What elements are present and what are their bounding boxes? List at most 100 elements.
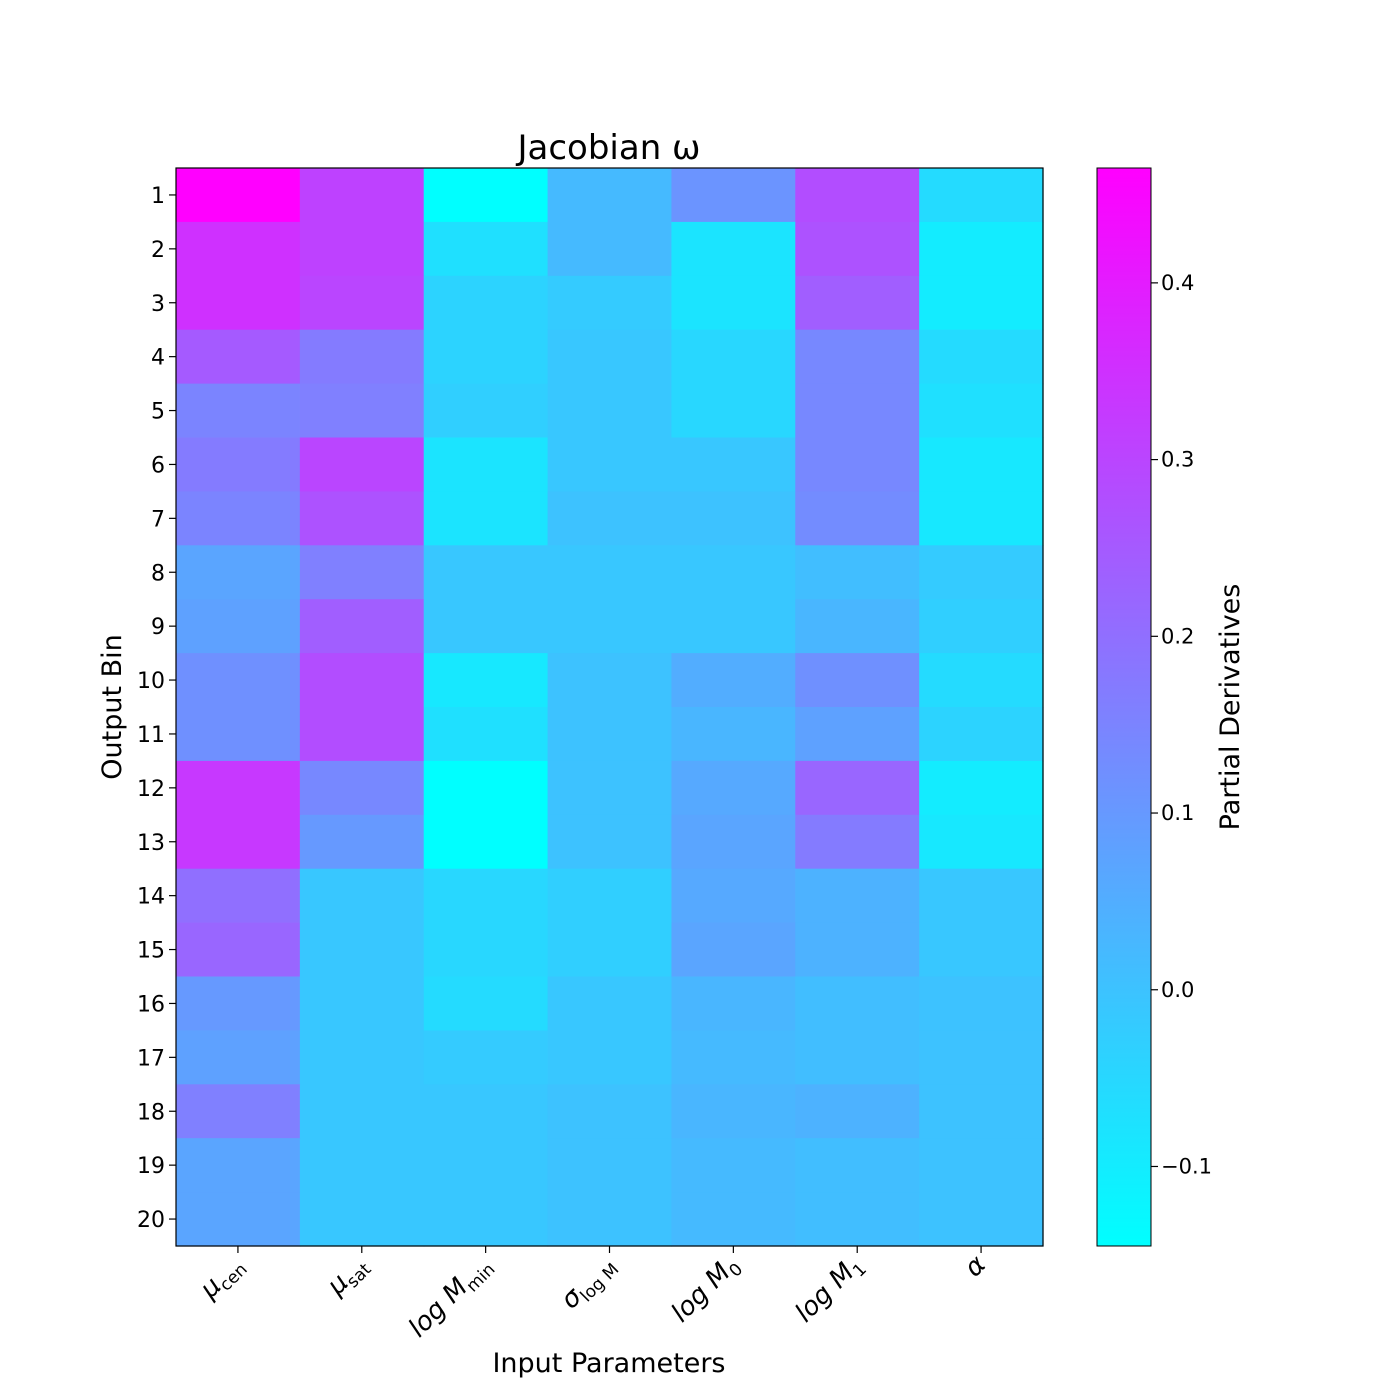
heatmap-cell [176, 976, 301, 1031]
heatmap-cell [795, 1138, 920, 1193]
heatmap-cell [547, 491, 673, 546]
heatmap-cell [671, 1084, 796, 1139]
heatmap-cell [176, 707, 301, 762]
heatmap-cell [176, 599, 301, 654]
heatmap-cell [176, 329, 301, 385]
heatmap-cell [299, 1030, 425, 1085]
heatmap-cell [919, 868, 1044, 924]
colorbar-label: Partial Derivatives [1215, 584, 1246, 831]
heatmap-cell [671, 599, 796, 654]
heatmap-cell [919, 976, 1044, 1031]
heatmap-cell [299, 1138, 425, 1193]
heatmap-cell [671, 168, 796, 223]
x-tick-label: μcen [194, 1250, 252, 1308]
heatmap-cell [671, 437, 796, 492]
heatmap-cell [176, 653, 301, 708]
heatmap-cell [176, 491, 301, 546]
heatmap-cell [671, 329, 796, 385]
heatmap-cell [547, 437, 673, 492]
heatmap-cell [299, 868, 425, 924]
heatmap-cell [919, 545, 1044, 600]
heatmap-cell [299, 707, 425, 762]
y-tick-label: 18 [137, 1100, 165, 1125]
heatmap-cell [919, 653, 1044, 708]
heatmap-cell [423, 221, 549, 277]
heatmap-cell [176, 437, 301, 492]
colorbar-tick-label: 0.3 [1161, 448, 1194, 472]
colorbar-tick-label: 0.1 [1161, 801, 1194, 825]
y-tick-label: 3 [151, 292, 165, 317]
heatmap-cell [795, 599, 920, 654]
heatmap-cell [919, 1084, 1044, 1139]
heatmap-cell [299, 329, 425, 385]
heatmap-cell [547, 1084, 673, 1139]
x-tick-label: log Mmin [403, 1250, 499, 1346]
heatmap-cell [795, 329, 920, 385]
heatmap-cell [176, 545, 301, 600]
y-tick-label: 7 [151, 507, 165, 532]
heatmap-cell [423, 491, 549, 546]
heatmap-cell [671, 1138, 796, 1193]
y-tick-label: 4 [151, 346, 165, 371]
heatmap-cell [299, 814, 425, 870]
heatmap-cell [919, 275, 1044, 331]
y-tick-label: 5 [151, 400, 165, 425]
heatmap-cell [671, 922, 796, 978]
y-tick-label: 11 [137, 723, 165, 748]
heatmap-cell [423, 329, 549, 385]
y-tick-label: 16 [137, 992, 165, 1017]
heatmap-cell [547, 329, 673, 385]
heatmap-cell [671, 383, 796, 439]
heatmap-cell [547, 383, 673, 439]
heatmap-cell [671, 707, 796, 762]
heatmap-cell [919, 1030, 1044, 1085]
heatmap-cell [423, 383, 549, 439]
heatmap-cell [547, 599, 673, 654]
colorbar [1096, 167, 1152, 1247]
y-tick-label: 13 [137, 831, 165, 856]
y-tick-label: 2 [151, 238, 165, 263]
y-tick-label: 12 [137, 777, 165, 802]
y-tick-label: 17 [137, 1046, 165, 1071]
heatmap-cell [795, 383, 920, 439]
heatmap-cell [176, 1138, 301, 1193]
heatmap-cell [176, 168, 301, 223]
heatmap-cell [423, 922, 549, 978]
heatmap-cell [176, 1084, 301, 1139]
x-axis-ticks: μcen μsat log Mmin σlog M log M0 log M1 α [194, 1246, 992, 1346]
heatmap-cell [795, 545, 920, 600]
heatmap-cell [795, 922, 920, 978]
heatmap-cell [795, 437, 920, 492]
heatmap-cell [423, 437, 549, 492]
heatmap-cell [423, 976, 549, 1031]
y-tick-label: 1 [151, 184, 165, 209]
heatmap-cell [299, 976, 425, 1031]
y-tick-label: 6 [151, 453, 165, 478]
heatmap-cell [919, 1192, 1044, 1247]
heatmap-cell [423, 1084, 549, 1139]
heatmap-cell [423, 1030, 549, 1085]
heatmap-cell [423, 707, 549, 762]
heatmap-cell [547, 976, 673, 1031]
heatmap-cell [795, 814, 920, 870]
heatmap-cell [423, 760, 549, 816]
heatmap-cell [795, 1192, 920, 1247]
colorbar-ticks: −0.1 0.0 0.1 0.2 0.3 0.4 [1151, 271, 1212, 1178]
heatmap-cell [547, 1030, 673, 1085]
heatmap-cell [299, 437, 425, 492]
heatmap-cell [299, 221, 425, 277]
heatmap-cell [671, 545, 796, 600]
heatmap-cell [299, 491, 425, 546]
heatmap-cell [547, 868, 673, 924]
heatmap-cell [547, 221, 673, 277]
colorbar-tick-label: 0.2 [1161, 624, 1194, 648]
heatmap-cell [547, 1192, 673, 1247]
y-tick-label: 15 [137, 939, 165, 964]
heatmap-cell [795, 168, 920, 223]
heatmap-cell [671, 814, 796, 870]
heatmap-cell [795, 707, 920, 762]
heatmap-cell [176, 383, 301, 439]
heatmap-cell [547, 707, 673, 762]
heatmap-cell [919, 221, 1044, 277]
y-tick-label: 8 [151, 561, 165, 586]
